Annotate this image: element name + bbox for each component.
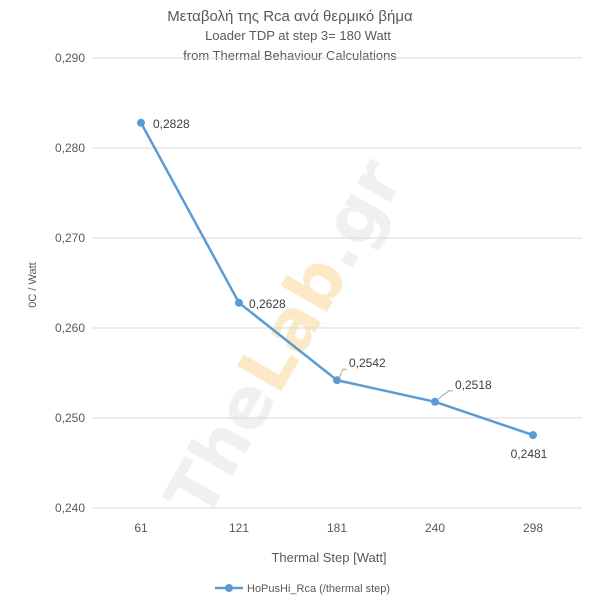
chart-subtitle-line-2: from Thermal Behaviour Calculations [183,48,397,63]
series-layer: 0,2828 0,2628 0,2542 0,2518 0,2481 [137,117,548,461]
x-tick-label: 121 [229,521,249,535]
chart-title: Μεταβολή της Rca ανά θερμικό βήμα [167,8,413,25]
x-tick-label: 181 [327,521,347,535]
legend: HoPusHi_Rca (/thermal step) [215,583,390,595]
chart-subtitle-line-1: Loader TDP at step 3= 180 Watt [205,28,391,43]
data-point [235,298,243,307]
x-tick-labels: 61 121 181 240 298 [134,521,543,535]
data-label-leader [338,368,347,379]
y-axis-title: 0C / Watt [27,262,39,307]
data-label: 0,2828 [153,117,190,131]
data-label: 0,2628 [249,297,286,311]
data-point [137,118,145,127]
y-tick-label: 0,280 [55,141,85,155]
data-label: 0,2542 [349,356,386,370]
data-label: 0,2481 [511,447,548,461]
y-tick-label: 0,270 [55,231,85,245]
x-tick-label: 61 [134,521,148,535]
data-label: 0,2518 [455,378,492,392]
x-tick-label: 240 [425,521,445,535]
legend-marker [225,584,233,592]
data-point [529,431,537,440]
data-point [431,397,439,406]
y-tick-label: 0,240 [55,501,85,515]
y-tick-labels: 0,240 0,250 0,260 0,270 0,280 0,290 [55,51,85,515]
data-point [333,376,341,385]
y-tick-label: 0,260 [55,321,85,335]
y-tick-label: 0,250 [55,411,85,425]
x-axis-title: Thermal Step [Watt] [271,550,386,565]
legend-label: HoPusHi_Rca (/thermal step) [247,583,390,595]
gridlines [92,57,582,509]
y-tick-label: 0,290 [55,51,85,65]
data-label-leader [436,390,453,401]
x-tick-label: 298 [523,521,543,535]
